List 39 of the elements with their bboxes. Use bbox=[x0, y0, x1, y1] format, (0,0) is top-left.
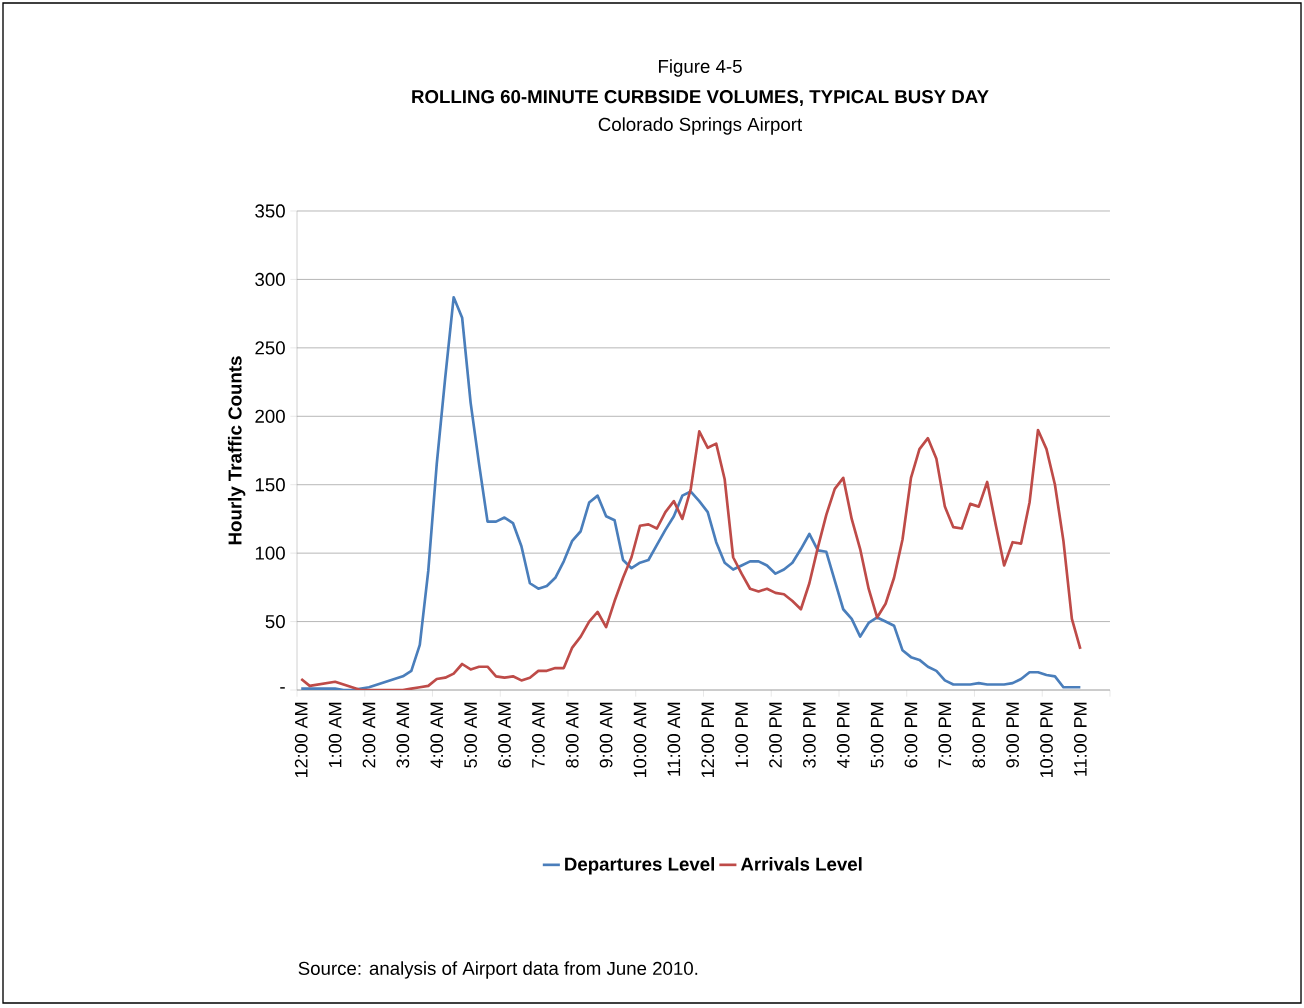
source-note: Source: analysis of Airport data from June 2010. bbox=[298, 961, 698, 979]
x-tick-label: 6:00 PM bbox=[904, 702, 918, 768]
x-tick-label: 4:00 AM bbox=[430, 702, 444, 768]
x-tick-label: 12:00 AM bbox=[294, 702, 308, 778]
legend-label: Arrivals Level bbox=[740, 857, 862, 871]
y-tick-label: 50 bbox=[265, 614, 285, 629]
legend-label: Departures Level bbox=[565, 857, 714, 875]
x-tick-label: 7:00 AM bbox=[531, 702, 545, 768]
chart-title: ROLLING 60-MINUTE CURBSIDE VOLUMES, TYPICAL BUSY DAY bbox=[412, 90, 989, 106]
y-tick-label: 350 bbox=[255, 204, 285, 218]
x-tick-label: 12:00 PM bbox=[701, 702, 715, 778]
x-tick-label: 1:00 PM bbox=[735, 702, 748, 768]
x-tick-label: 5:00 PM bbox=[870, 702, 884, 768]
x-tick-label: 9:00 PM bbox=[1006, 702, 1019, 768]
x-tick-label: 8:00 AM bbox=[565, 702, 579, 768]
x-tick-label: 11:00 AM bbox=[667, 702, 681, 776]
x-tick-label: 2:00 PM bbox=[769, 702, 782, 768]
y-tick-label: 200 bbox=[255, 409, 285, 423]
x-tick-label: 2:00 AM bbox=[362, 702, 376, 768]
x-tick-label: 10:00 AM bbox=[633, 702, 647, 778]
x-tick-label: 1:00 AM bbox=[328, 702, 342, 768]
y-axis-title: Hourly Traffic Counts bbox=[227, 356, 246, 545]
x-tick-label: 8:00 PM bbox=[972, 702, 986, 768]
caption: Figure 4-5 bbox=[658, 59, 742, 77]
x-tick-label: 7:00 PM bbox=[938, 702, 952, 768]
y-tick-label: - bbox=[280, 687, 285, 689]
x-tick-label: 10:00 PM bbox=[1040, 702, 1053, 778]
x-tick-label: 5:00 AM bbox=[464, 702, 477, 768]
y-tick-label: 300 bbox=[255, 272, 285, 287]
y-tick-label: 150 bbox=[255, 478, 285, 492]
x-tick-label: 3:00 AM bbox=[396, 702, 410, 768]
x-tick-label: 9:00 AM bbox=[599, 702, 613, 768]
y-tick-label: 250 bbox=[255, 341, 285, 355]
y-tick-label: 100 bbox=[255, 546, 285, 560]
x-tick-label: 6:00 AM bbox=[498, 702, 511, 768]
chart-subtitle: Colorado Springs Airport bbox=[598, 117, 803, 135]
x-tick-label: 4:00 PM bbox=[836, 702, 850, 768]
x-tick-label: 3:00 PM bbox=[802, 702, 816, 768]
x-tick-label: 11:00 PM bbox=[1073, 702, 1087, 776]
